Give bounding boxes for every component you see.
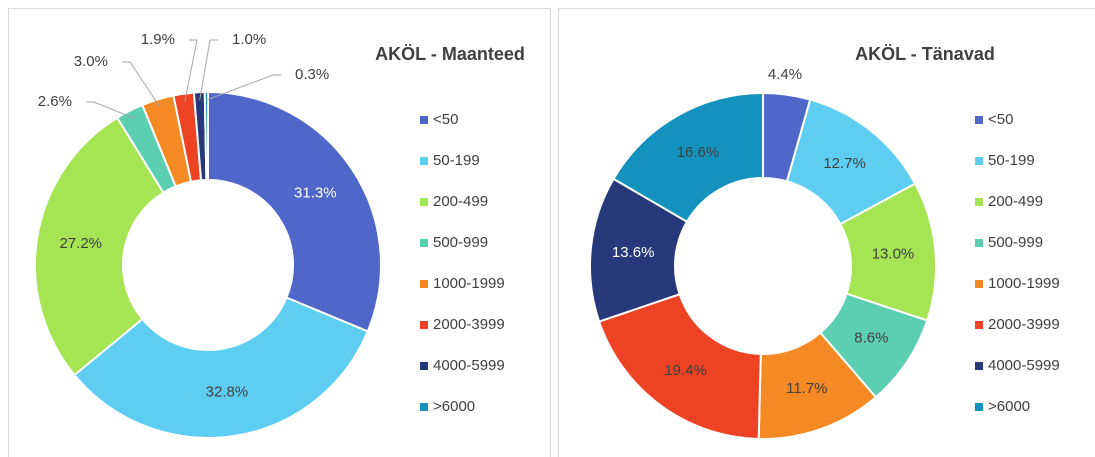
data-label: 27.2% bbox=[59, 235, 102, 252]
data-label: 4.4% bbox=[768, 66, 802, 83]
legend-label: <50 bbox=[433, 111, 458, 128]
data-label: 2.6% bbox=[38, 93, 72, 110]
data-label: 32.8% bbox=[206, 384, 249, 401]
data-label: 0.3% bbox=[295, 66, 329, 83]
legend-swatch bbox=[420, 116, 428, 124]
legend-label: 50-199 bbox=[433, 152, 480, 169]
legend-label: 4000-5999 bbox=[988, 357, 1060, 374]
data-label: 12.7% bbox=[823, 155, 866, 172]
leader-line bbox=[86, 101, 134, 119]
data-label: 8.6% bbox=[854, 330, 888, 347]
legend-label: 2000-3999 bbox=[988, 316, 1060, 333]
legend-label: 1000-1999 bbox=[988, 275, 1060, 292]
legend-label: >6000 bbox=[433, 398, 475, 415]
legend-label: 500-999 bbox=[988, 234, 1043, 251]
legend-swatch bbox=[975, 321, 983, 329]
donut-slice bbox=[73, 296, 370, 439]
legend-swatch bbox=[975, 362, 983, 370]
legend-swatch bbox=[975, 239, 983, 247]
legend-swatch bbox=[420, 321, 428, 329]
chart-title: AKÖL - Tänavad bbox=[855, 44, 995, 64]
legend-swatch bbox=[420, 157, 428, 165]
data-label: 19.4% bbox=[664, 362, 707, 379]
legend-swatch bbox=[420, 403, 428, 411]
leader-line bbox=[184, 39, 198, 102]
data-label: 1.9% bbox=[141, 31, 175, 48]
donut-slice bbox=[597, 292, 762, 440]
legend-label: <50 bbox=[988, 111, 1013, 128]
chart-title: AKÖL - Maanteed bbox=[375, 44, 525, 64]
legend-label: 200-499 bbox=[988, 193, 1043, 210]
data-label: 13.0% bbox=[872, 246, 915, 263]
donut-slice bbox=[207, 90, 382, 333]
leader-line bbox=[122, 61, 161, 108]
legend-label: >6000 bbox=[988, 398, 1030, 415]
donut-slice bbox=[612, 91, 764, 224]
data-label: 3.0% bbox=[74, 53, 108, 70]
legend-swatch bbox=[975, 116, 983, 124]
legend-label: 500-999 bbox=[433, 234, 488, 251]
leader-line bbox=[206, 74, 281, 101]
data-label: 11.7% bbox=[786, 380, 827, 397]
legend-label: 2000-3999 bbox=[433, 316, 505, 333]
legend-swatch bbox=[420, 239, 428, 247]
legend-label: 4000-5999 bbox=[433, 357, 505, 374]
legend-swatch bbox=[420, 198, 428, 206]
donut-slice bbox=[203, 90, 209, 182]
legend-swatch bbox=[975, 198, 983, 206]
legend-label: 1000-1999 bbox=[433, 275, 505, 292]
legend-label: 200-499 bbox=[433, 193, 488, 210]
donut-slice bbox=[34, 116, 165, 377]
legend-swatch bbox=[975, 403, 983, 411]
legend-swatch bbox=[420, 280, 428, 288]
legend-label: 50-199 bbox=[988, 152, 1035, 169]
legend-swatch bbox=[975, 157, 983, 165]
data-label: 16.6% bbox=[677, 144, 720, 161]
data-label: 31.3% bbox=[294, 184, 337, 201]
data-label: 13.6% bbox=[612, 244, 655, 261]
legend-swatch bbox=[975, 280, 983, 288]
data-label: 1.0% bbox=[232, 31, 266, 48]
leader-line bbox=[199, 39, 218, 101]
legend-swatch bbox=[420, 362, 428, 370]
